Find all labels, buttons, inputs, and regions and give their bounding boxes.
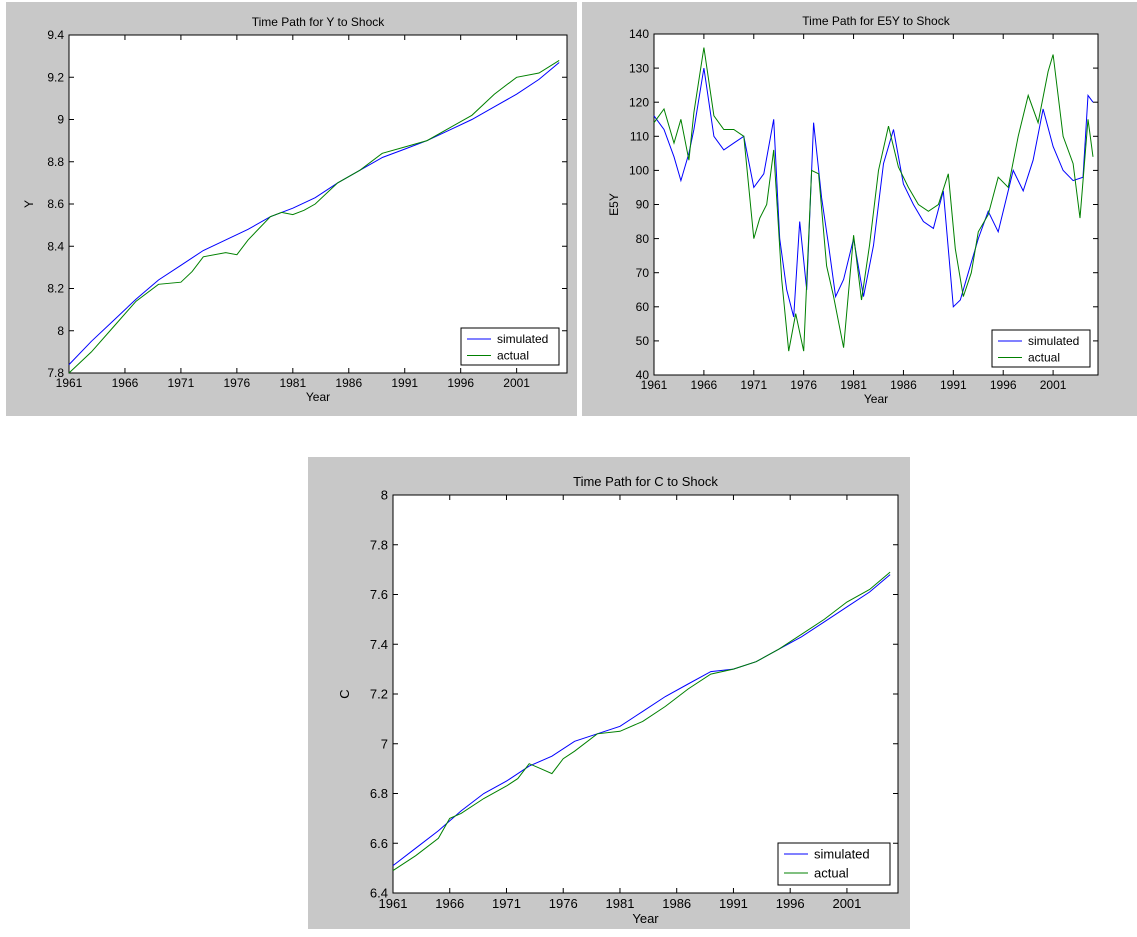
- series-line-simulated-c: [392, 574, 891, 866]
- x-tick-label-c: 1976: [549, 896, 578, 911]
- chart-title-e5y: Time Path for E5Y to Shock: [802, 14, 950, 28]
- x-tick-label-y: 1966: [112, 376, 139, 390]
- x-tick-label-e5y: 1976: [790, 378, 817, 392]
- x-tick-label-e5y: 1991: [940, 378, 967, 392]
- series-line-simulated-y: [68, 62, 560, 365]
- series-line-actual-e5y: [653, 47, 1094, 352]
- legend-e5y: [991, 329, 1091, 368]
- y-tick-label-y: 9: [57, 113, 64, 127]
- y-tick-label-e5y: 100: [629, 164, 649, 178]
- y-tick-label-e5y: 110: [630, 130, 649, 144]
- x-tick-label-c: 1986: [662, 896, 691, 911]
- x-tick-label-e5y: 1996: [990, 378, 1017, 392]
- y-axis-label-y: Y: [22, 200, 36, 208]
- y-tick-label-e5y: 120: [629, 95, 649, 109]
- chart-title-y: Time Path for Y to Shock: [252, 15, 386, 29]
- y-tick-label-c: 7.6: [370, 587, 388, 602]
- x-tick-label-y: 2001: [503, 376, 530, 390]
- legend-label-simulated-e5y: simulated: [1028, 334, 1079, 348]
- legend-label-actual-y: actual: [497, 349, 529, 363]
- series-line-simulated-e5y: [653, 68, 1094, 318]
- chart-figure-y: Time Path for Y to Shock 1961 1966 1971 1976…: [6, 2, 577, 416]
- chart-figure-c: Time Path for C to Shock 1961 1966 1971 1976…: [308, 457, 910, 929]
- y-tick-label-e5y: 130: [629, 61, 649, 75]
- plot-area-c: [392, 494, 899, 894]
- x-tick-label-e5y: 1981: [840, 378, 867, 392]
- y-tick-label-c: 7.4: [370, 637, 388, 652]
- x-tick-label-c: 1991: [719, 896, 748, 911]
- x-tick-label-e5y: 1971: [740, 378, 767, 392]
- y-tick-label-y: 7.8: [47, 366, 64, 380]
- y-tick-label-c: 6.8: [370, 786, 388, 801]
- y-tick-label-y: 9.4: [47, 28, 64, 42]
- x-tick-label-y: 1971: [168, 376, 195, 390]
- chart-c-svg: Time Path for C to Shock 1961 1966 1971 1976…: [337, 474, 899, 926]
- y-tick-label-c: 7.2: [370, 687, 388, 702]
- y-tick-label-c: 6.4: [370, 886, 388, 901]
- y-tick-label-y: 8.8: [47, 155, 64, 169]
- legend-label-actual-c: actual: [814, 866, 849, 881]
- y-tick-label-e5y: 90: [636, 198, 650, 212]
- y-tick-label-e5y: 80: [636, 232, 650, 246]
- plot-area-e5y: [653, 33, 1099, 376]
- y-tick-label-e5y: 50: [636, 334, 650, 348]
- chart-e5y-svg: Time Path for E5Y to Shock 1961 1966 1971 19…: [607, 14, 1099, 406]
- legend-c: [777, 842, 891, 886]
- y-tick-label-y: 8: [57, 324, 64, 338]
- y-tick-label-y: 8.4: [47, 239, 64, 253]
- plot-area-y: [68, 34, 568, 374]
- legend-label-simulated-c: simulated: [814, 847, 870, 862]
- x-tick-label-e5y: 1961: [641, 378, 668, 392]
- legend-label-simulated-y: simulated: [497, 332, 548, 346]
- x-tick-label-c: 1981: [606, 896, 635, 911]
- legend-y: [460, 327, 560, 366]
- x-tick-label-c: 2001: [832, 896, 861, 911]
- x-tick-label-c: 1996: [776, 896, 805, 911]
- x-tick-label-y: 1991: [391, 376, 418, 390]
- x-axis-label-y: Year: [306, 390, 330, 404]
- x-axis-label-c: Year: [632, 911, 659, 926]
- y-tick-label-y: 8.6: [47, 197, 64, 211]
- y-axis-label-e5y: E5Y: [607, 193, 621, 216]
- x-tick-label-y: 1981: [279, 376, 306, 390]
- series-line-actual-c: [392, 571, 891, 872]
- x-axis-label-e5y: Year: [864, 392, 888, 406]
- chart-title-c: Time Path for C to Shock: [573, 474, 718, 489]
- x-tick-label-c: 1966: [435, 896, 464, 911]
- x-tick-label-y: 1976: [224, 376, 251, 390]
- y-tick-label-c: 7: [381, 736, 388, 751]
- y-tick-label-c: 8: [381, 488, 388, 503]
- y-tick-label-e5y: 40: [636, 368, 650, 382]
- y-tick-label-c: 6.6: [370, 836, 388, 851]
- y-axis-label-c: C: [337, 689, 352, 698]
- x-tick-label-e5y: 1966: [691, 378, 718, 392]
- y-tick-label-c: 7.8: [370, 537, 388, 552]
- y-tick-label-e5y: 140: [629, 27, 649, 41]
- y-tick-label-e5y: 70: [636, 266, 650, 280]
- chart-figure-e5y: Time Path for E5Y to Shock 1961 1966 1971 19…: [582, 2, 1137, 416]
- y-tick-label-e5y: 60: [636, 300, 650, 314]
- chart-y-svg: Time Path for Y to Shock 1961 1966 1971 1976…: [22, 15, 568, 404]
- x-tick-label-e5y: 1986: [890, 378, 917, 392]
- legend-label-actual-e5y: actual: [1028, 351, 1060, 365]
- x-tick-label-c: 1971: [492, 896, 521, 911]
- x-tick-label-c: 1961: [379, 896, 408, 911]
- y-tick-label-y: 9.2: [47, 70, 64, 84]
- x-tick-label-y: 1961: [56, 376, 83, 390]
- x-tick-label-y: 1986: [335, 376, 362, 390]
- series-line-actual-y: [68, 59, 560, 374]
- x-tick-label-y: 1996: [447, 376, 474, 390]
- x-tick-label-e5y: 2001: [1040, 378, 1067, 392]
- y-tick-label-y: 8.2: [47, 282, 64, 296]
